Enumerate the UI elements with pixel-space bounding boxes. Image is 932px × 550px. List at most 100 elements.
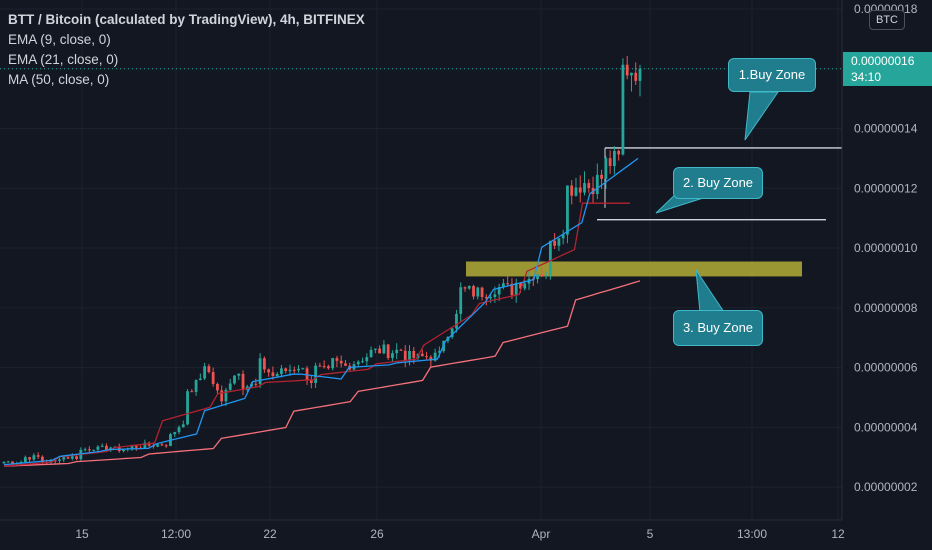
candle-body <box>433 352 437 361</box>
x-axis-ticks[interactable]: 15 12:00 22 26 Apr 5 13:00 12 <box>75 527 845 541</box>
candle-body <box>11 461 14 464</box>
candle-body <box>510 283 514 296</box>
indicator-ma50[interactable]: MA (50, close, 0) <box>8 72 110 87</box>
buy-zone-3-callout[interactable]: 3. Buy Zone <box>673 310 763 346</box>
candle-body <box>373 348 377 350</box>
candle-body <box>322 366 326 368</box>
candle-body <box>484 297 488 299</box>
candle-body <box>561 234 565 239</box>
candle-body <box>62 457 66 460</box>
candle-body <box>134 445 138 448</box>
candle-body <box>455 313 458 329</box>
candle-body <box>66 457 70 459</box>
candle-body <box>237 373 241 376</box>
candle-body <box>267 369 271 373</box>
candle-body <box>327 366 330 369</box>
candle-body <box>254 383 258 385</box>
ema9-line <box>3 157 639 466</box>
y-tick-label: 0.00000014 <box>854 122 918 136</box>
candle-body <box>467 286 471 289</box>
candle-body <box>356 361 360 365</box>
candle-body <box>87 449 91 451</box>
y-tick-label: 0.00000004 <box>854 420 918 434</box>
indicator-ema21[interactable]: EMA (21, close, 0) <box>8 52 119 67</box>
candle-body <box>92 449 96 451</box>
candle-body <box>339 360 343 364</box>
candle-body <box>23 457 27 463</box>
candle-body <box>186 391 189 425</box>
candle-body <box>83 449 87 451</box>
candle-body <box>228 383 232 390</box>
y-tick-label: 0.00000006 <box>854 361 918 375</box>
candle-body <box>109 447 113 451</box>
candle-body <box>420 353 424 357</box>
candle-body <box>369 349 373 358</box>
candle-body <box>612 150 616 166</box>
candle-body <box>122 449 125 452</box>
candle-body <box>583 183 586 193</box>
candle-body <box>459 287 463 314</box>
candle-body <box>523 283 527 289</box>
candle-body <box>425 356 428 358</box>
candle-body <box>365 357 369 362</box>
candle-body <box>450 328 454 338</box>
candle-body <box>100 445 104 447</box>
ema21-line <box>3 202 630 467</box>
candle-body <box>621 64 625 155</box>
x-tick-label: 5 <box>647 527 654 541</box>
x-tick-label: 15 <box>75 527 89 541</box>
last-price-value: 0.00000016 <box>851 54 915 68</box>
candle-body <box>258 358 262 385</box>
candle-body <box>190 391 194 393</box>
moving-average-lines <box>3 157 641 467</box>
buy-zone-1-callout[interactable]: 1.Buy Zone <box>728 58 816 92</box>
candle-body <box>224 389 228 402</box>
buy-zone-3-label: 3. Buy Zone <box>682 320 754 335</box>
candle-body <box>536 274 539 280</box>
candle-body <box>361 361 364 363</box>
candle-body <box>395 349 399 354</box>
candle-body <box>28 457 32 460</box>
candle-body <box>292 369 296 371</box>
candle-body <box>544 275 548 277</box>
candle-body <box>271 372 275 376</box>
candle-body <box>160 444 164 446</box>
candle-body <box>53 460 57 462</box>
y-tick-label: 0.00000010 <box>854 241 918 255</box>
indicator-ema9[interactable]: EMA (9, close, 0) <box>8 32 111 47</box>
candle-body <box>480 287 484 298</box>
candle-body <box>391 353 394 358</box>
candle-body <box>412 350 416 358</box>
candle-body <box>476 287 480 297</box>
candle-body <box>638 68 642 81</box>
candle-body <box>211 372 215 384</box>
candle-body <box>625 64 629 76</box>
candle-body <box>382 344 386 354</box>
x-tick-label: Apr <box>532 527 551 541</box>
candle-body <box>284 368 288 372</box>
candle-body <box>41 456 44 463</box>
last-price-badge: 0.00000016 34:10 <box>843 52 932 86</box>
candle-body <box>301 368 305 370</box>
candle-body <box>587 183 591 188</box>
candle-body <box>600 174 603 179</box>
candle-body <box>241 373 245 390</box>
candle-body <box>399 349 403 351</box>
candle-body <box>506 283 510 285</box>
candle-body <box>156 444 160 447</box>
candle-body <box>557 238 561 246</box>
candle-body <box>386 344 390 358</box>
candle-body <box>331 358 335 369</box>
candle-body <box>75 456 78 460</box>
symbol-title[interactable]: BTT / Bitcoin (calculated by TradingView… <box>8 12 365 27</box>
candle-body <box>6 461 10 463</box>
buy-zone-3-band <box>466 261 802 277</box>
currency-label[interactable]: BTC <box>869 10 905 30</box>
candle-body <box>275 373 279 376</box>
candlestick-series <box>2 55 642 466</box>
candle-body <box>164 445 168 447</box>
buy-zone-2-callout[interactable]: 2. Buy Zone <box>673 167 763 199</box>
candle-body <box>595 174 599 195</box>
candle-body <box>335 358 339 361</box>
candle-body <box>472 286 475 297</box>
